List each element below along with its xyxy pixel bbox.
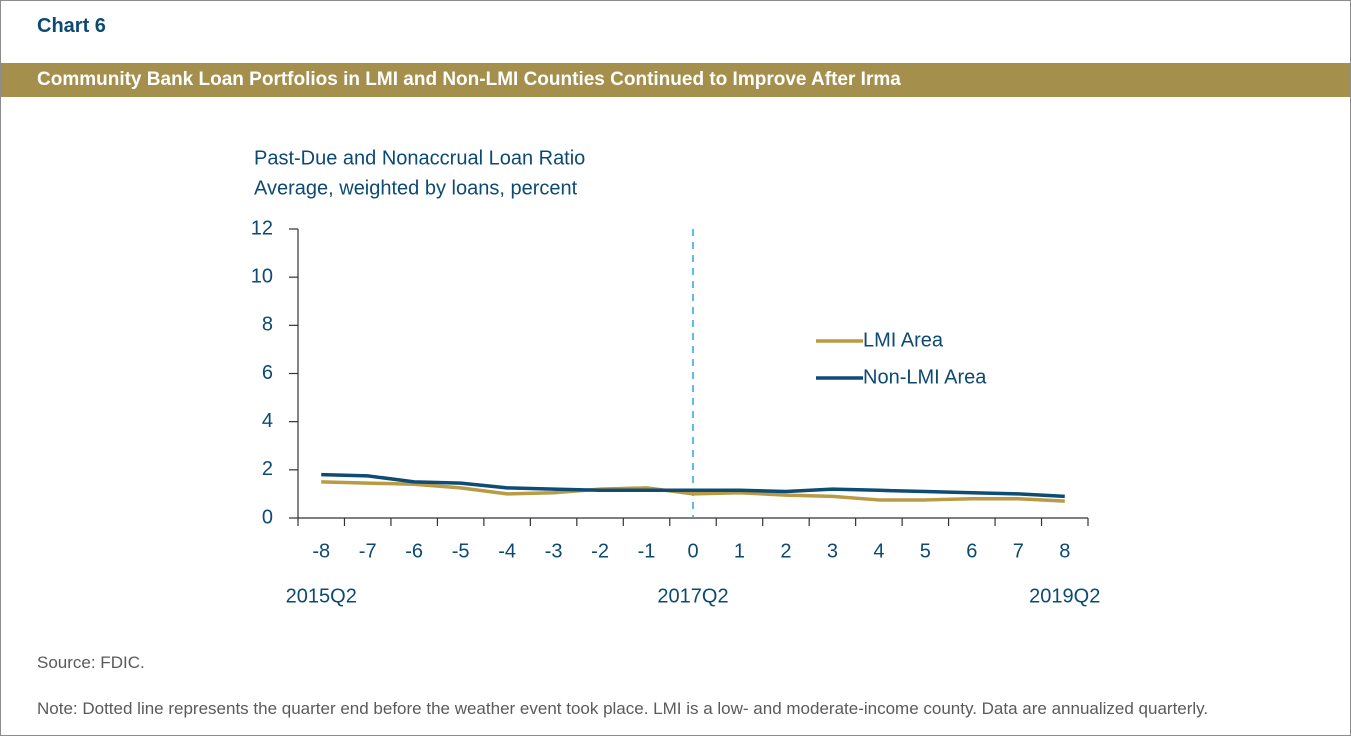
x-tick-label: -2 <box>591 540 609 562</box>
series-line <box>321 472 1065 499</box>
title-bar: Community Bank Loan Portfolios in LMI an… <box>1 63 1350 97</box>
period-label: 2015Q2 <box>286 585 357 607</box>
x-tick-label: -4 <box>498 540 516 562</box>
x-tick-label: 6 <box>966 540 977 562</box>
period-label: 2019Q2 <box>1029 585 1100 607</box>
y-tick-label: 0 <box>262 506 273 528</box>
y-tick-label: 2 <box>262 458 273 480</box>
note: Note: Dotted line represents the quarter… <box>37 699 1209 718</box>
y-tick-label: 8 <box>262 314 273 336</box>
period-label: 2017Q2 <box>657 585 728 607</box>
x-tick-label: 3 <box>827 540 838 562</box>
x-tick-label: 2 <box>780 540 791 562</box>
x-tick-label: 4 <box>873 540 884 562</box>
x-tick-label: -6 <box>405 540 423 562</box>
x-tick-label: 5 <box>920 540 931 562</box>
x-tick-label: -5 <box>452 540 470 562</box>
source: Source: FDIC. <box>37 653 145 672</box>
chart-label: Chart 6 <box>37 15 106 37</box>
x-tick-label: 8 <box>1059 540 1070 562</box>
y-tick-label: 4 <box>262 410 273 432</box>
x-tick-label: -1 <box>638 540 656 562</box>
y-tick-label: 10 <box>251 265 273 287</box>
y-tick-label: 12 <box>251 217 273 239</box>
y-axis-title: Average, weighted by loans, percent <box>254 177 578 199</box>
x-tick-label: 1 <box>734 540 745 562</box>
legend-label: LMI Area <box>863 329 944 351</box>
y-tick-label: 6 <box>262 362 273 384</box>
y-axis-title: Past-Due and Nonaccrual Loan Ratio <box>254 147 585 169</box>
x-tick-label: -3 <box>545 540 563 562</box>
chart: Past-Due and Nonaccrual Loan Ratio Averag… <box>251 147 1101 607</box>
series-line <box>321 480 1065 503</box>
x-tick-label: 7 <box>1013 540 1024 562</box>
chart-title: Community Bank Loan Portfolios in LMI an… <box>37 69 901 90</box>
x-tick-label: -8 <box>312 540 330 562</box>
x-tick-label: 0 <box>687 540 698 562</box>
x-tick-label: -7 <box>359 540 377 562</box>
legend-label: Non-LMI Area <box>863 366 987 388</box>
